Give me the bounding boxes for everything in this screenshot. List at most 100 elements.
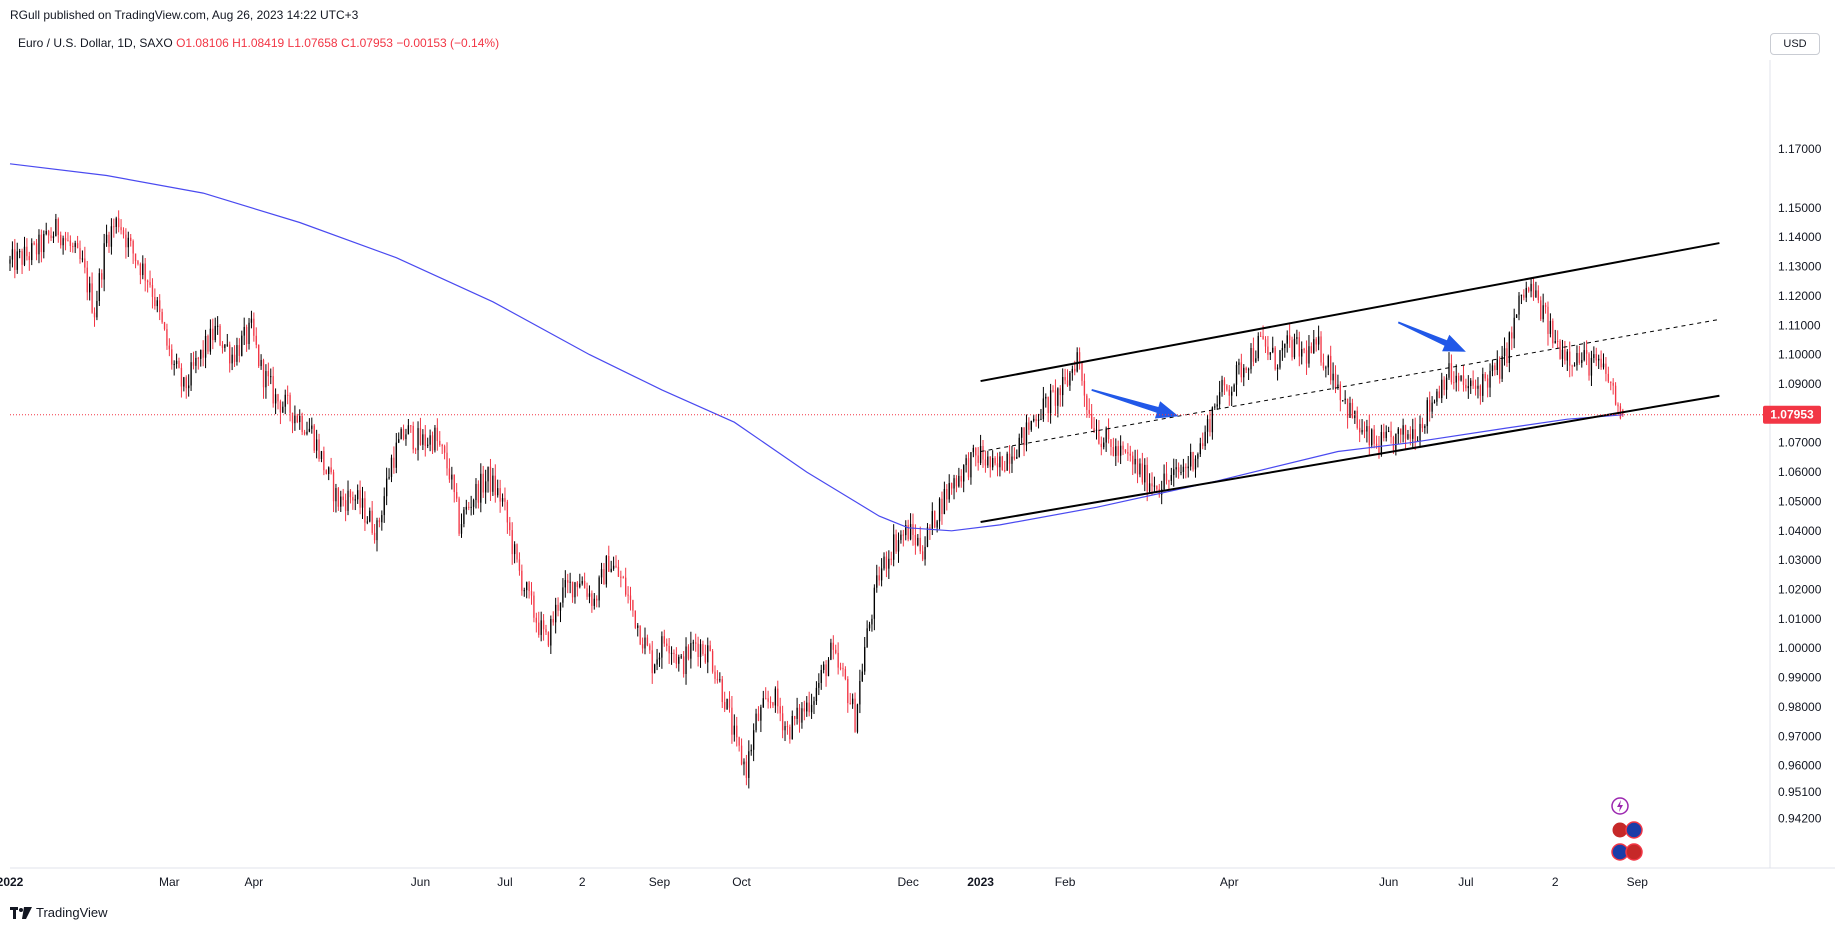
candle-body (448, 468, 451, 480)
candle-body (1124, 449, 1127, 453)
change-value: −0.00153 (−0.14%) (396, 36, 500, 50)
candle-body (1375, 443, 1378, 446)
candle-body (1520, 294, 1523, 296)
candle-body (1284, 343, 1286, 349)
candle-body (1571, 365, 1573, 367)
candle-body (1216, 404, 1218, 407)
candle-body (163, 322, 166, 330)
candle-body (1013, 456, 1016, 459)
candle-body (627, 594, 629, 596)
candle-body (984, 459, 987, 466)
candle-body (1303, 349, 1305, 351)
candle-body (839, 667, 842, 669)
candle-body (1033, 418, 1035, 421)
candle-body (943, 488, 946, 515)
candle-body (28, 256, 30, 261)
candle-body (641, 644, 644, 649)
candle-body (212, 328, 214, 341)
candle-body (784, 726, 786, 731)
candle-body (105, 234, 108, 244)
candle-body (509, 522, 511, 531)
candle-body (820, 669, 822, 683)
candle-body (1264, 339, 1267, 347)
candle-body (629, 595, 632, 601)
candle-body (1535, 290, 1537, 298)
candle-body (1105, 428, 1107, 443)
candle-body (695, 642, 697, 644)
candle-body (1598, 358, 1600, 361)
candle-body (1433, 401, 1436, 403)
candle-body (697, 643, 699, 658)
candle-body (419, 428, 422, 445)
candle-body (673, 652, 675, 655)
symbol-name[interactable]: Euro / U.S. Dollar, 1D, SAXO (18, 36, 173, 50)
candle-body (1457, 375, 1460, 381)
candle-body (1262, 335, 1264, 340)
candle-body (352, 497, 354, 501)
candle-body (1537, 290, 1539, 301)
candle-body (241, 335, 243, 356)
candle-body (52, 236, 55, 239)
candle-body (728, 698, 731, 708)
candle-body (443, 446, 446, 453)
candle-body (914, 535, 917, 546)
candle-body (1390, 430, 1392, 438)
candle-body (905, 524, 907, 536)
symbol-legend: Euro / U.S. Dollar, 1D, SAXO O1.08106 H1… (18, 36, 499, 50)
candle-body (272, 376, 274, 404)
candle-body (357, 490, 359, 500)
candle-body (1047, 396, 1049, 414)
candle-body (286, 394, 289, 396)
y-tick-label: 1.05000 (1778, 494, 1822, 508)
candle-body (40, 234, 43, 253)
candle-body (1346, 398, 1349, 418)
candle-body (646, 637, 649, 646)
candle-body (603, 569, 605, 585)
candle-body (178, 360, 180, 368)
candle-body (1037, 419, 1040, 422)
x-tick-label: Jun (411, 875, 430, 889)
candle-body (1288, 335, 1291, 341)
candle-body (605, 555, 608, 585)
candle-body (919, 537, 921, 552)
candle-body (1064, 376, 1066, 381)
candle-body (1095, 429, 1098, 431)
candle-body (1146, 464, 1148, 492)
candle-body (236, 345, 238, 362)
candle-body (1499, 359, 1501, 379)
candle-body (1199, 443, 1201, 455)
x-tick-label: Dec (897, 875, 918, 889)
candle-body (847, 679, 849, 704)
candle-body (216, 325, 219, 327)
candle-body (1194, 458, 1197, 470)
candle-body (1513, 317, 1515, 339)
candle-body (328, 467, 330, 474)
candle-body (1371, 429, 1373, 446)
candle-body (1515, 314, 1518, 318)
candle-body (924, 546, 926, 560)
candle-body (306, 431, 308, 435)
candle-body (45, 230, 47, 235)
x-tick-label: 2 (1552, 875, 1559, 889)
candle-body (250, 318, 253, 323)
candle-body (1556, 340, 1559, 342)
candle-body (608, 555, 610, 572)
low-value: L1.07658 (287, 36, 338, 50)
candle-body (1180, 471, 1182, 473)
candle-body (1168, 480, 1170, 482)
candle-body (385, 478, 388, 497)
candle-body (282, 406, 284, 413)
candle-body (1170, 474, 1172, 481)
currency-button[interactable]: USD (1770, 33, 1820, 55)
candle-body (1573, 365, 1576, 367)
candle-body (704, 653, 707, 663)
candle-body (480, 473, 482, 503)
candle-body (132, 241, 134, 254)
candle-body (996, 463, 999, 468)
candle-body (1173, 469, 1175, 475)
candle-body (1202, 443, 1204, 447)
candle-body (1238, 362, 1240, 366)
candle-body (308, 428, 311, 432)
y-tick-label: 1.04000 (1778, 524, 1822, 538)
